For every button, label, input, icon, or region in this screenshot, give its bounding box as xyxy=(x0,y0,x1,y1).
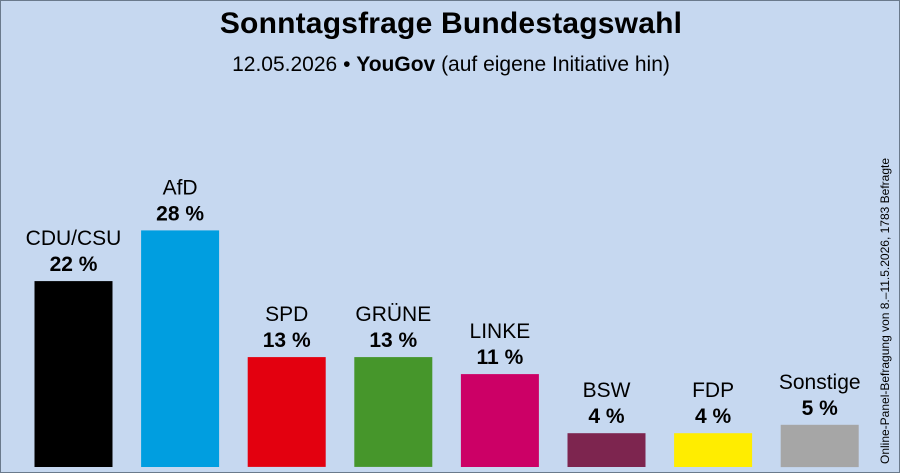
bar-value-fdp: 4 % xyxy=(695,405,732,428)
bar-label-sonstige: Sonstige xyxy=(779,371,861,394)
bar-sonstige xyxy=(780,424,859,468)
bar-label-bsw: BSW xyxy=(583,379,631,402)
bar-value-bsw: 4 % xyxy=(588,405,625,428)
bar-value-cdu-csu: 22 % xyxy=(50,253,98,276)
bar-cdu-csu xyxy=(34,281,113,467)
poll-date: 12.05.2026 xyxy=(232,53,338,76)
bar-afd xyxy=(141,230,220,467)
bar-value-linke: 11 % xyxy=(477,346,524,369)
bar-label-afd: AfD xyxy=(163,176,198,199)
chart-title: Sonntagsfrage Bundestagswahl xyxy=(219,7,683,40)
bar-label-gruene: GRÜNE xyxy=(355,303,431,326)
bar-label-fdp: FDP xyxy=(692,379,734,402)
bar-fdp xyxy=(674,433,753,467)
bar-label-cdu-csu: CDU/CSU xyxy=(26,227,122,250)
subtitle-note: (auf eigene Initiative hin) xyxy=(441,53,670,76)
survey-method-note: Online-Panel-Befragung von 8.–11.5.2026,… xyxy=(878,158,892,464)
bar-label-spd: SPD xyxy=(265,303,308,326)
bar-gruene xyxy=(354,357,433,467)
pollster-name: YouGov xyxy=(356,53,436,76)
bar-value-gruene: 13 % xyxy=(369,329,417,352)
bar-linke xyxy=(460,374,539,467)
chart-subtitle: 12.05.2026 • YouGov (auf eigene Initiati… xyxy=(1,53,899,77)
subtitle-separator: • xyxy=(343,53,351,76)
bar-value-spd: 13 % xyxy=(263,329,311,352)
bar-value-sonstige: 5 % xyxy=(802,397,839,420)
bar-value-afd: 28 % xyxy=(156,202,204,225)
bar-spd xyxy=(247,357,326,467)
bar-label-linke: LINKE xyxy=(470,320,531,343)
bar-bsw xyxy=(567,433,646,467)
